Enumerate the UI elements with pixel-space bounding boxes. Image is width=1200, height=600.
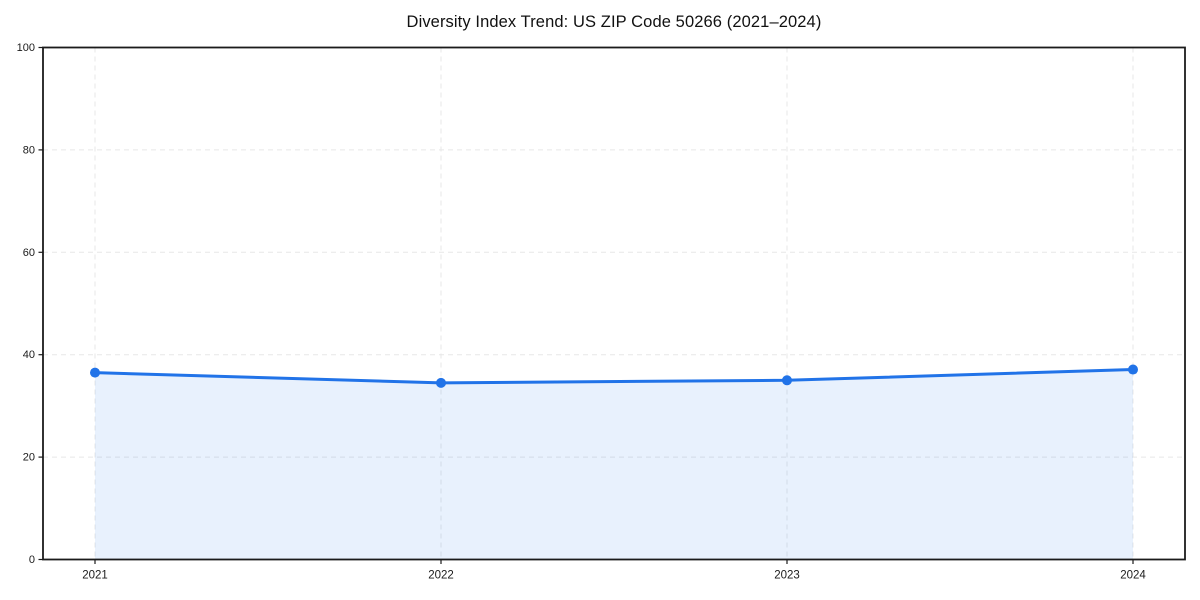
data-point-2023 bbox=[782, 375, 792, 386]
data-point-2021 bbox=[90, 367, 100, 378]
y-tick-label: 80 bbox=[23, 144, 35, 156]
y-tick-label: 100 bbox=[17, 42, 35, 54]
x-tick-label: 2023 bbox=[774, 570, 800, 582]
data-point-2022 bbox=[436, 377, 446, 388]
x-tick-label: 2021 bbox=[82, 570, 108, 582]
trend-line bbox=[93, 368, 1135, 385]
x-tick-label: 2024 bbox=[1120, 570, 1146, 582]
x-tick-label: 2022 bbox=[428, 570, 454, 582]
data-point-2024 bbox=[1128, 364, 1138, 375]
y-tick-label: 40 bbox=[23, 349, 35, 361]
area-fill bbox=[95, 369, 1133, 560]
chart-title: Diversity Index Trend: US ZIP Code 50266… bbox=[406, 13, 822, 31]
y-tick-label: 20 bbox=[23, 452, 35, 464]
y-tick-label: 60 bbox=[23, 247, 35, 259]
plot-border bbox=[42, 46, 1186, 561]
y-tick-label: 0 bbox=[29, 554, 35, 566]
